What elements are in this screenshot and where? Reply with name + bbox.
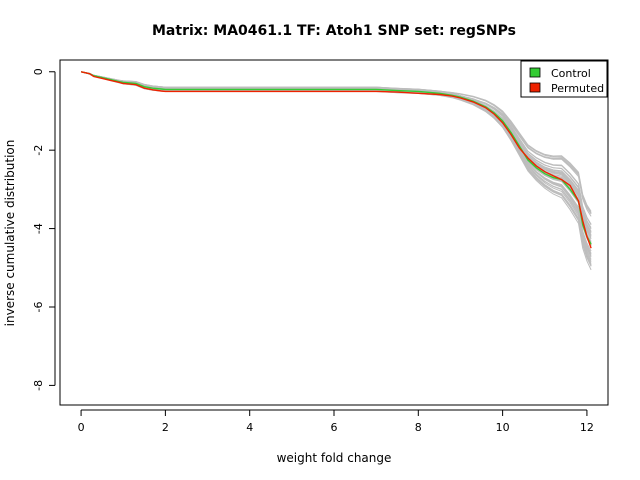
y-tick-label: -8	[32, 380, 45, 391]
series-lines	[80, 71, 592, 249]
legend: Control Permuted	[520, 60, 608, 98]
x-tick-label: 6	[331, 421, 338, 434]
x-tick-label: 12	[580, 421, 594, 434]
x-tick-label: 10	[496, 421, 510, 434]
y-tick-label: -4	[32, 223, 45, 234]
y-tick-label: 0	[32, 68, 45, 75]
x-tick-label: 4	[246, 421, 253, 434]
chart-title: Matrix: MA0461.1 TF: Atoh1 SNP set: regS…	[152, 23, 516, 39]
x-tick-label: 0	[78, 421, 85, 434]
y-axis: 0 -2 -4 -6 -8	[32, 68, 56, 391]
series-line-permuted	[80, 71, 592, 249]
x-tick-label: 2	[162, 421, 169, 434]
permutation-line	[81, 71, 592, 213]
y-tick-label: -2	[32, 145, 45, 156]
series-line-control	[80, 71, 592, 245]
x-axis-label: weight fold change	[277, 451, 392, 465]
x-axis: 0 2 4 6 8 10 12	[78, 409, 594, 434]
y-axis-label: inverse cumulative distribution	[3, 140, 17, 327]
plot-frame	[59, 59, 609, 406]
legend-swatch-permuted	[529, 82, 541, 93]
x-tick-label: 8	[415, 421, 422, 434]
legend-label-permuted: Permuted	[551, 82, 604, 95]
legend-swatch-control	[529, 67, 541, 78]
legend-label-control: Control	[551, 67, 591, 80]
y-tick-label: -6	[32, 302, 45, 313]
